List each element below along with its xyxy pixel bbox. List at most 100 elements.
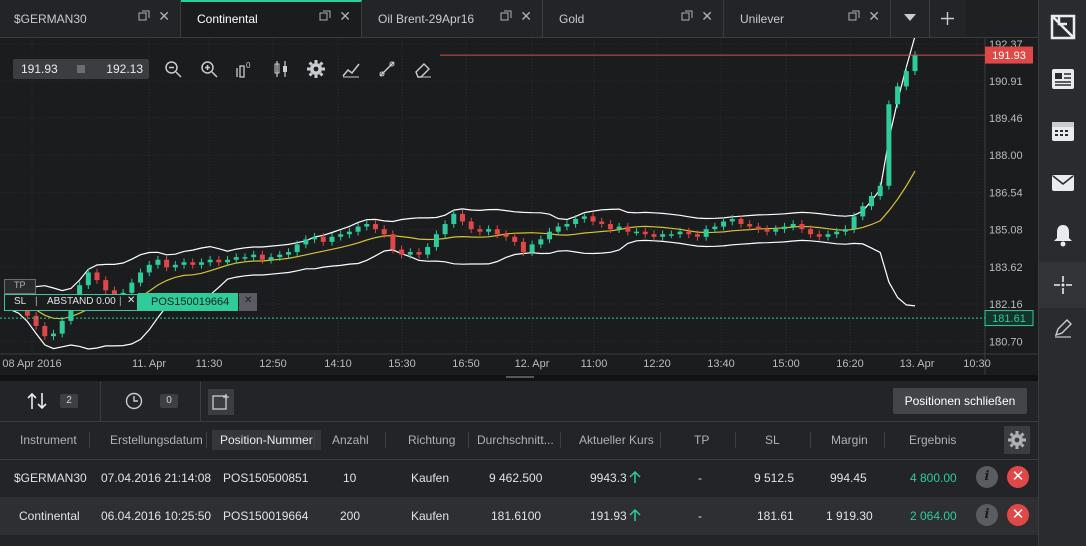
table-row[interactable]: $GERMAN30 07.04.2016 21:14:08 POS1505008… [0, 459, 1038, 497]
close-icon[interactable]: ✕ [158, 8, 170, 24]
panel-resize-handle[interactable] [0, 375, 1038, 381]
tab-orders[interactable]: 0 [101, 381, 201, 421]
col-instrument[interactable]: Instrument [20, 433, 77, 447]
candle [625, 226, 631, 232]
popout-icon[interactable] [681, 10, 693, 22]
close-icon[interactable]: ✕ [520, 8, 532, 24]
logo-icon [1050, 14, 1076, 40]
col-margin[interactable]: Margin [831, 433, 868, 447]
candle [616, 226, 622, 230]
cell-quantity: 200 [340, 509, 361, 523]
mail-button[interactable] [1039, 160, 1086, 206]
candle [834, 231, 840, 235]
cell-sl: 9 512.5 [754, 471, 795, 485]
table-row[interactable]: Continental 06.04.2016 10:25:50 POS15001… [0, 497, 1038, 535]
candle [607, 224, 613, 230]
svg-text:0: 0 [246, 61, 251, 70]
col-current-price[interactable]: Aktueller Kurs [579, 433, 654, 447]
candle-count-icon[interactable]: 0 [235, 60, 255, 78]
tab-german30[interactable]: $GERMAN30 ✕ [0, 0, 181, 37]
position-marker[interactable]: POS150019664 [138, 293, 238, 311]
candle [407, 252, 413, 255]
candle [799, 224, 805, 230]
cell-result: 2 064.00 [910, 509, 957, 523]
close-icon[interactable]: ✕ [127, 295, 136, 306]
pencil-icon [1054, 319, 1072, 338]
calendar-button[interactable] [1039, 108, 1086, 154]
tab-label: Unilever [740, 12, 785, 26]
col-average[interactable]: Durchschnitt... [477, 433, 554, 447]
zoom-out-icon[interactable] [164, 60, 182, 78]
col-tp[interactable]: TP [694, 433, 710, 447]
logo-button[interactable] [1039, 4, 1086, 50]
col-position-id[interactable]: Position-Nummer [212, 430, 321, 450]
x-tick-label: 13. Apr [900, 358, 935, 370]
candle [686, 231, 692, 235]
chart-area[interactable]: 192.37 190.91 189.46 188.00 186.54 185.08 183.… [0, 36, 1038, 375]
tab-continental[interactable]: Continental ✕ [181, 0, 362, 37]
alerts-button[interactable] [1039, 212, 1086, 258]
col-quantity[interactable]: Anzahl [332, 433, 369, 447]
indicator-icon[interactable] [342, 60, 360, 78]
add-window-icon [212, 394, 229, 410]
settings-gear-icon[interactable] [307, 60, 325, 78]
crosshair-button[interactable] [1039, 262, 1086, 308]
candle [329, 236, 335, 242]
close-icon[interactable]: ✕ [868, 8, 880, 24]
candle [634, 231, 640, 234]
col-created[interactable]: Erstellungsdatum [110, 433, 203, 447]
col-direction[interactable]: Richtung [408, 433, 456, 447]
close-position-icon[interactable]: ✕ [1007, 466, 1029, 488]
tp-marker[interactable]: TP [4, 279, 36, 294]
col-sl[interactable]: SL [765, 433, 780, 447]
price-chart[interactable]: 192.37190.91189.46188.00186.54185.08183.… [0, 36, 1038, 375]
candle [764, 229, 770, 232]
candle [251, 254, 257, 258]
new-panel-button[interactable] [208, 389, 234, 415]
candlestick-type-icon[interactable] [272, 60, 290, 78]
candle [851, 216, 857, 230]
candle [242, 257, 248, 259]
tab-label: Gold [559, 12, 585, 26]
news-button[interactable] [1039, 56, 1086, 102]
candle [216, 259, 222, 263]
tab-gold[interactable]: Gold ✕ [543, 0, 724, 37]
candle [372, 224, 378, 230]
tab-positions[interactable]: 2 [0, 381, 101, 421]
close-icon[interactable]: ✕ [701, 8, 713, 24]
sl-distance-box[interactable]: SL | ABSTAND 0.00 | ✕ [4, 294, 138, 311]
close-icon[interactable]: ✕ [339, 8, 351, 24]
close-position-icon[interactable]: ✕ [1007, 504, 1029, 526]
tab-unilever[interactable]: Unilever ✕ [724, 0, 891, 37]
candle [320, 236, 326, 242]
tab-oil-brent[interactable]: Oil Brent-29Apr16 ✕ [362, 0, 543, 37]
candle [468, 221, 474, 230]
gear-icon [1008, 431, 1026, 449]
popout-icon[interactable] [138, 10, 150, 22]
candle [164, 259, 170, 268]
positions-count: 2 [60, 394, 78, 408]
candle [538, 239, 544, 245]
add-tab-button[interactable] [930, 0, 966, 37]
drawing-tool-icon[interactable] [378, 60, 396, 78]
draw-button[interactable] [1039, 305, 1086, 351]
popout-icon[interactable] [848, 10, 860, 22]
info-icon[interactable]: i [976, 466, 998, 488]
eraser-icon[interactable] [414, 60, 432, 78]
zoom-in-icon[interactable] [200, 60, 218, 78]
popout-icon[interactable] [319, 10, 331, 22]
candle [103, 280, 109, 291]
candles [7, 51, 918, 340]
candle [581, 216, 587, 219]
tab-dropdown-button[interactable] [891, 0, 930, 37]
candle [886, 104, 892, 186]
close-positions-button[interactable]: Positionen schließen [893, 388, 1027, 414]
candle [129, 282, 135, 293]
popout-icon[interactable] [500, 10, 512, 22]
position-close-button[interactable]: ✕ [239, 293, 257, 311]
col-result[interactable]: Ergebnis [909, 433, 957, 447]
table-settings-button[interactable] [1004, 426, 1030, 454]
plus-icon [941, 12, 954, 25]
candle [573, 218, 579, 225]
info-icon[interactable]: i [976, 504, 998, 526]
